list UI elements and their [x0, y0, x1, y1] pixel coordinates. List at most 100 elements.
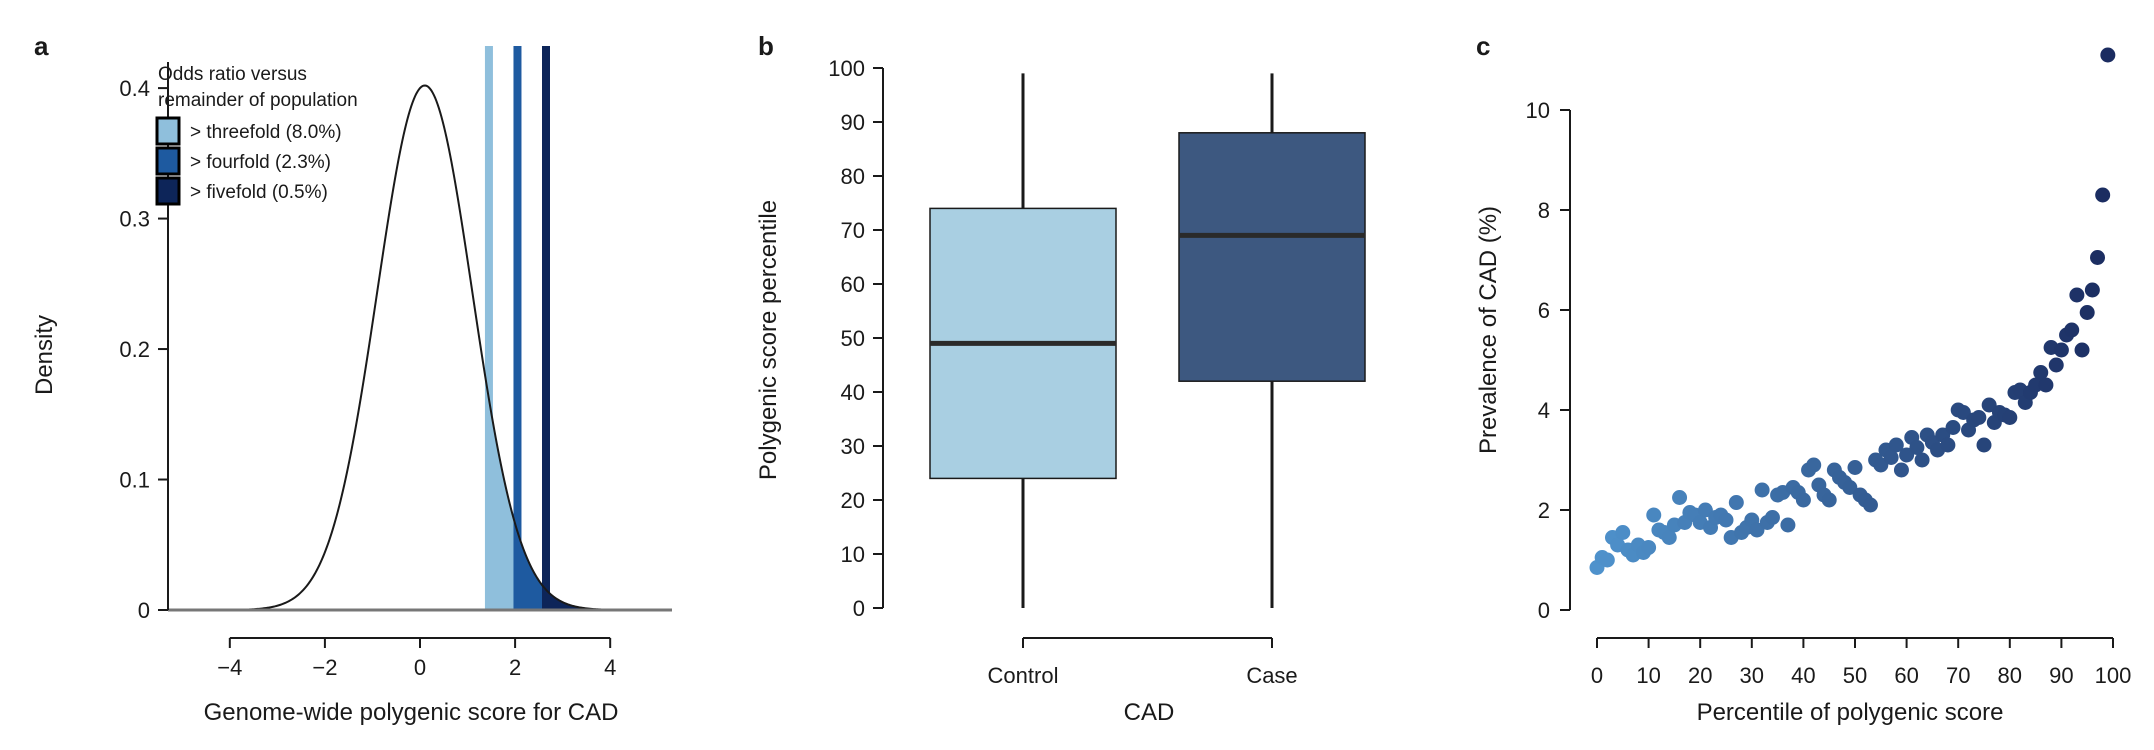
panel-c-points — [1589, 47, 2116, 575]
threshold-line-3 — [542, 46, 550, 610]
panel-c-y-tick-label: 0 — [1538, 598, 1550, 623]
panel-a-axes: 0 0.1 0.2 0.3 0.4 −4 −2 0 2 4 — [119, 62, 616, 680]
scatter-point — [1672, 490, 1688, 505]
scatter-point — [1764, 510, 1780, 525]
scatter-point — [1718, 512, 1734, 528]
panel-a-y-tick-label: 0.4 — [119, 76, 150, 101]
scatter-point — [1893, 462, 1909, 478]
scatter-point — [1661, 530, 1677, 545]
panel-c-y-tick-label: 6 — [1538, 298, 1550, 323]
panel-b-y-tick-label: 80 — [841, 164, 865, 189]
panel-a-x-tick-label: 2 — [509, 655, 521, 680]
scatter-point — [1888, 437, 1904, 453]
panel-c-x-tick-label: 70 — [1946, 663, 1970, 688]
panel-a-y-axis-title: Density — [31, 315, 58, 395]
panel-b-label: b — [758, 31, 774, 61]
panel-a-density-chart: a 0 0.1 0.2 0.3 0.4 −4 −2 0 2 4 Odds ratio versus… — [31, 31, 672, 726]
scatter-point — [1883, 450, 1899, 465]
tail-fill-2 — [517, 531, 546, 610]
scatter-point — [1646, 507, 1662, 523]
scatter-point — [2033, 365, 2049, 380]
panel-a-y-tick-label: 0 — [138, 598, 150, 623]
panel-c-x-tick-label: 60 — [1894, 663, 1918, 688]
panel-c-x-tick-label: 0 — [1591, 663, 1603, 688]
panel-b-y-tick-label: 10 — [841, 542, 865, 567]
scatter-point — [1780, 517, 1796, 533]
scatter-point — [1749, 522, 1765, 538]
panel-c-label: c — [1476, 31, 1490, 61]
panel-b-y-axis-title: Polygenic score percentile — [755, 200, 782, 480]
scatter-point — [1862, 497, 1878, 513]
scatter-point — [1971, 410, 1987, 425]
panel-b-y-tick-label: 0 — [853, 596, 865, 621]
panel-a-y-tick-label: 0.1 — [119, 468, 150, 493]
scatter-point — [1909, 440, 1925, 455]
scatter-point — [1728, 495, 1744, 510]
panel-a-x-tick-label: −4 — [217, 655, 242, 680]
scatter-point — [1914, 452, 1930, 468]
scatter-point — [1806, 457, 1822, 473]
scatter-point — [2028, 377, 2044, 393]
scatter-point — [2069, 287, 2085, 303]
panel-c-x-tick-label: 40 — [1791, 663, 1815, 688]
scatter-point — [1599, 552, 1615, 568]
scatter-point — [1847, 460, 1863, 475]
box-control — [929, 73, 1117, 608]
box-iqr — [1178, 132, 1366, 382]
scatter-point — [1697, 502, 1713, 518]
scatter-point — [1842, 480, 1858, 495]
panel-b-y-tick-label: 30 — [841, 434, 865, 459]
scatter-point — [1754, 482, 1770, 498]
scatter-point — [1641, 540, 1657, 555]
scatter-point — [1615, 525, 1631, 540]
scatter-point — [1795, 492, 1811, 508]
panel-b-y-tick-label: 20 — [841, 488, 865, 513]
panel-a-x-tick-label: 4 — [604, 655, 616, 680]
panel-b-y-tick-label: 40 — [841, 380, 865, 405]
panel-a-y-tick-label: 0.3 — [119, 207, 150, 232]
legend-swatch-3 — [155, 176, 181, 206]
threshold-line-2 — [513, 46, 522, 610]
panel-b-x-axis-title: CAD — [1124, 699, 1175, 726]
panel-c-x-tick-label: 20 — [1688, 663, 1712, 688]
panel-c-y-tick-label: 2 — [1538, 498, 1550, 523]
panel-a-legend: Odds ratio versus remainder of population… — [155, 64, 358, 206]
panel-a-x-tick-label: −2 — [312, 655, 337, 680]
panel-c-x-tick-label: 30 — [1740, 663, 1764, 688]
legend-entry-label: > fourfold (2.3%) — [190, 152, 331, 173]
panel-c-x-tick-label: 10 — [1636, 663, 1660, 688]
panel-a-x-tick-label: 0 — [414, 655, 426, 680]
panel-a-label: a — [34, 31, 49, 61]
scatter-point — [2095, 187, 2111, 203]
panel-b-y-tick-label: 100 — [828, 56, 865, 81]
panel-b-x-tick-label: Control — [988, 663, 1059, 688]
scatter-point — [1899, 447, 1915, 463]
panel-a-tail-fills — [488, 399, 672, 610]
legend-swatch-2 — [155, 146, 181, 176]
scatter-point — [1821, 492, 1837, 508]
panel-b-y-tick-label: 50 — [841, 326, 865, 351]
scatter-point — [1940, 437, 1956, 453]
panel-a-y-tick-label: 0.2 — [119, 337, 150, 362]
panel-a-threshold-lines — [484, 46, 550, 610]
panel-b-y-tick-label: 60 — [841, 272, 865, 297]
scatter-point — [2048, 357, 2064, 373]
legend-entry-label: > threefold (8.0%) — [190, 122, 342, 143]
panel-c-y-tick-label: 8 — [1538, 198, 1550, 223]
panel-a-x-axis-title: Genome-wide polygenic score for CAD — [204, 699, 619, 726]
tail-fill-3 — [546, 589, 672, 610]
box-case — [1178, 73, 1366, 608]
scatter-point — [2064, 322, 2080, 338]
panel-c-x-tick-label: 80 — [1998, 663, 2022, 688]
scatter-point — [2074, 342, 2090, 358]
tail-fill-1 — [488, 399, 518, 610]
scatter-point — [2084, 282, 2100, 298]
panel-b-x-tick-label: Case — [1246, 663, 1297, 688]
panel-b-boxes — [929, 73, 1366, 608]
legend-title-line: Odds ratio versus — [158, 64, 307, 85]
scatter-point — [2090, 250, 2106, 265]
